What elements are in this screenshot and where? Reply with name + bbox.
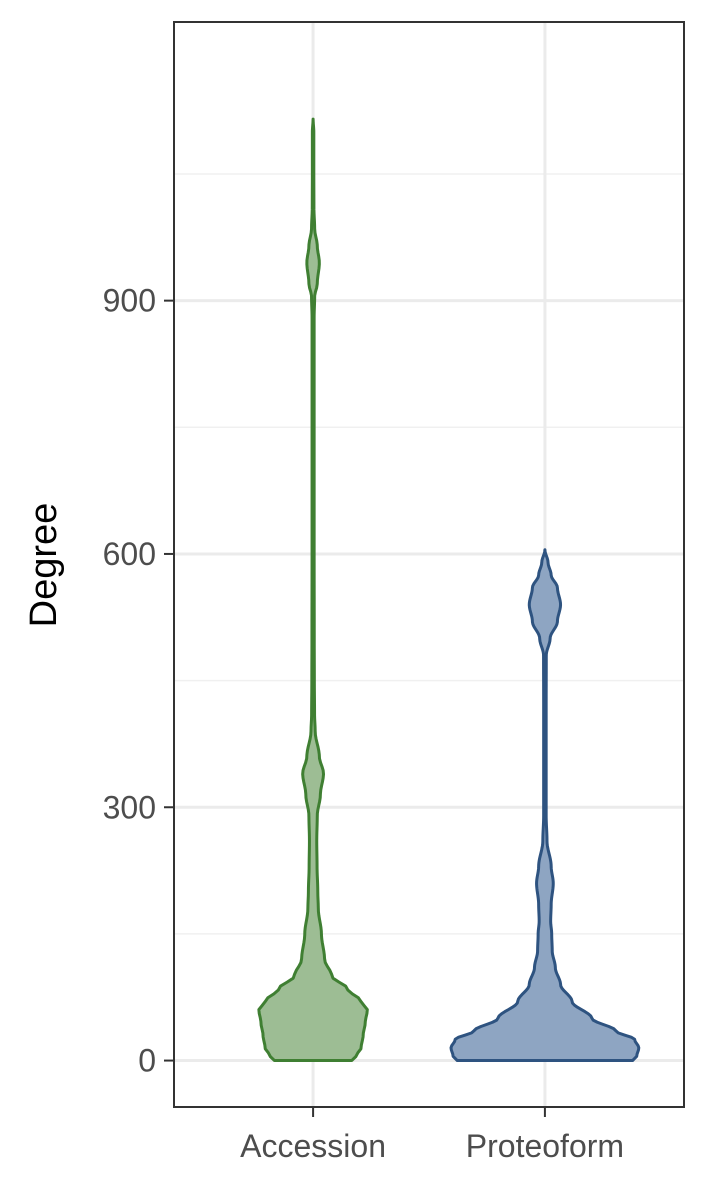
violin-proteoform	[449, 548, 641, 1063]
y-tick-label: 300	[103, 789, 156, 825]
y-tick-label: 900	[103, 283, 156, 319]
violin-accession	[257, 117, 369, 1063]
x-tick-label-accession: Accession	[240, 1128, 386, 1164]
violin-layer	[257, 117, 641, 1063]
panel-background	[174, 22, 684, 1107]
x-tick-label-proteoform: Proteoform	[466, 1128, 624, 1164]
y-tick-label: 600	[103, 536, 156, 572]
y-tick-label: 0	[138, 1043, 156, 1079]
grid-layer	[174, 22, 684, 1107]
panel-border	[173, 21, 685, 1108]
y-axis-title: Degree	[23, 503, 65, 628]
axis-layer: 0 300 600 900 Accession Proteoform	[103, 283, 624, 1164]
